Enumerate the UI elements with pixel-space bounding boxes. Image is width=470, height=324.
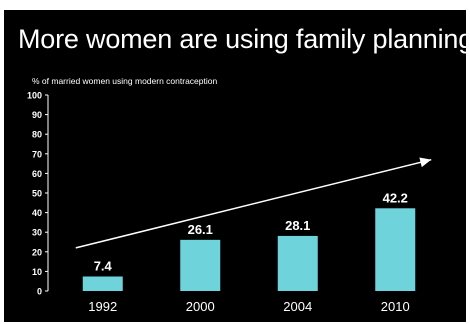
x-tick-label-1992: 1992 (88, 299, 117, 314)
y-axis-label: % of married women using modern contrace… (32, 76, 217, 86)
x-tick-label-2000: 2000 (186, 299, 215, 314)
x-tick-label-2004: 2004 (283, 299, 312, 314)
y-axis-ticks: 0 10 20 30 40 50 60 70 80 90 100 (27, 91, 48, 297)
data-label-2000: 26.1 (188, 222, 213, 237)
y-tick-label: 10 (32, 267, 42, 277)
y-tick-label: 60 (32, 169, 42, 179)
trend-arrow (75, 157, 432, 249)
y-tick-label: 50 (32, 189, 42, 199)
y-tick-label: 0 (37, 287, 42, 297)
x-tick-label-2010: 2010 (381, 299, 410, 314)
bars (82, 208, 416, 291)
y-tick-label: 100 (27, 91, 42, 101)
data-labels: 7.4 26.1 28.1 42.2 (94, 190, 408, 273)
trend-arrow-line (75, 158, 432, 249)
bar-2000 (180, 239, 221, 291)
y-tick-label: 80 (32, 130, 42, 140)
trend-arrow-head (419, 157, 432, 168)
data-label-2010: 42.2 (383, 190, 408, 205)
data-label-2004: 28.1 (285, 218, 310, 233)
slide-title: More women are using family planning (18, 24, 470, 54)
bar-1992 (82, 276, 123, 291)
data-label-1992: 7.4 (94, 258, 113, 273)
y-tick-label: 90 (32, 110, 42, 120)
slide: More women are using family planning % o… (4, 10, 470, 322)
bar-2010 (375, 208, 416, 291)
x-axis-ticks: 1992 2000 2004 2010 (88, 299, 409, 314)
y-tick-label: 30 (32, 228, 42, 238)
bar-chart: % of married women using modern contrace… (27, 76, 432, 314)
y-tick-label: 40 (32, 208, 42, 218)
y-tick-label: 70 (32, 149, 42, 159)
bar-2004 (277, 235, 318, 291)
y-tick-label: 20 (32, 247, 42, 257)
